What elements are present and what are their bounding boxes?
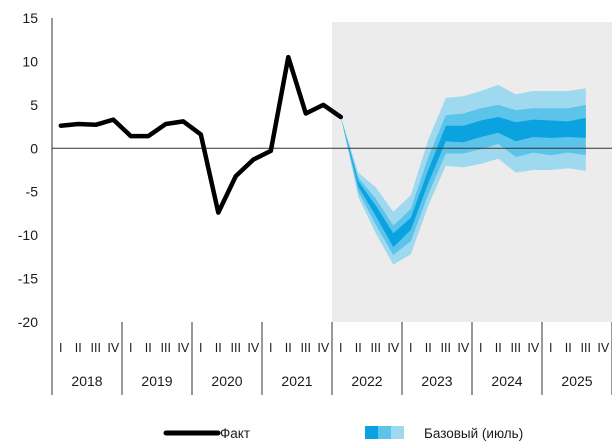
y-tick-label: 0 [30, 140, 38, 156]
x-quarter-label: III [91, 341, 101, 355]
x-quarter-label: II [145, 341, 152, 355]
legend-swatch-base-mid [378, 426, 391, 439]
x-quarter-label: I [549, 341, 552, 355]
x-year-label: 2023 [421, 373, 452, 389]
x-year-label: 2025 [561, 373, 592, 389]
x-year-label: 2024 [491, 373, 522, 389]
x-year-label: 2020 [211, 373, 242, 389]
x-year-label: 2021 [281, 373, 312, 389]
y-tick-label: 15 [22, 10, 38, 26]
x-quarter-label: IV [107, 341, 119, 355]
y-tick-label: 5 [30, 97, 38, 113]
x-quarter-label: IV [247, 341, 259, 355]
x-year-label: 2019 [141, 373, 172, 389]
x-quarter-label: I [479, 341, 482, 355]
x-quarter-label: III [371, 341, 381, 355]
x-quarter-label: II [425, 341, 432, 355]
x-quarter-label: III [301, 341, 311, 355]
y-tick-label: 10 [22, 53, 38, 69]
x-quarter-label: III [581, 341, 591, 355]
x-quarter-label: II [285, 341, 292, 355]
legend: Факт Базовый (июль) [166, 426, 523, 441]
x-quarter-label: II [215, 341, 222, 355]
x-quarter-label: II [75, 341, 82, 355]
x-quarter-label: III [231, 341, 241, 355]
legend-label-base: Базовый (июль) [424, 426, 523, 441]
y-axis-tick-labels: 15 10 5 0 -5 -10 -15 -20 [18, 10, 38, 330]
forecast-period-shading [332, 22, 612, 322]
x-quarter-label: I [409, 341, 412, 355]
x-quarter-label: I [199, 341, 202, 355]
x-quarter-label: II [495, 341, 502, 355]
legend-swatch-base-inner [365, 426, 378, 439]
legend-label-fact: Факт [220, 426, 250, 441]
series-line-fact [61, 57, 341, 213]
x-quarter-label: I [59, 341, 62, 355]
x-quarter-label: III [441, 341, 451, 355]
x-quarter-label: III [161, 341, 171, 355]
x-year-label: 2022 [351, 373, 382, 389]
x-year-label: 2018 [71, 373, 102, 389]
x-quarter-label: IV [597, 341, 609, 355]
x-quarter-label: II [565, 341, 572, 355]
x-quarter-label: IV [387, 341, 399, 355]
y-tick-label: -5 [26, 184, 39, 200]
y-tick-label: -15 [18, 271, 38, 287]
x-quarter-label: IV [527, 341, 539, 355]
y-tick-label: -10 [18, 227, 38, 243]
x-quarter-label: II [355, 341, 362, 355]
legend-swatch-base-outer [391, 426, 404, 439]
x-quarter-label: IV [177, 341, 189, 355]
x-quarter-label: IV [457, 341, 469, 355]
y-tick-label: -20 [18, 314, 38, 330]
x-quarter-label: I [269, 341, 272, 355]
x-quarter-label: I [129, 341, 132, 355]
x-quarter-label: IV [317, 341, 329, 355]
x-quarter-label: I [339, 341, 342, 355]
x-quarter-label: III [511, 341, 521, 355]
